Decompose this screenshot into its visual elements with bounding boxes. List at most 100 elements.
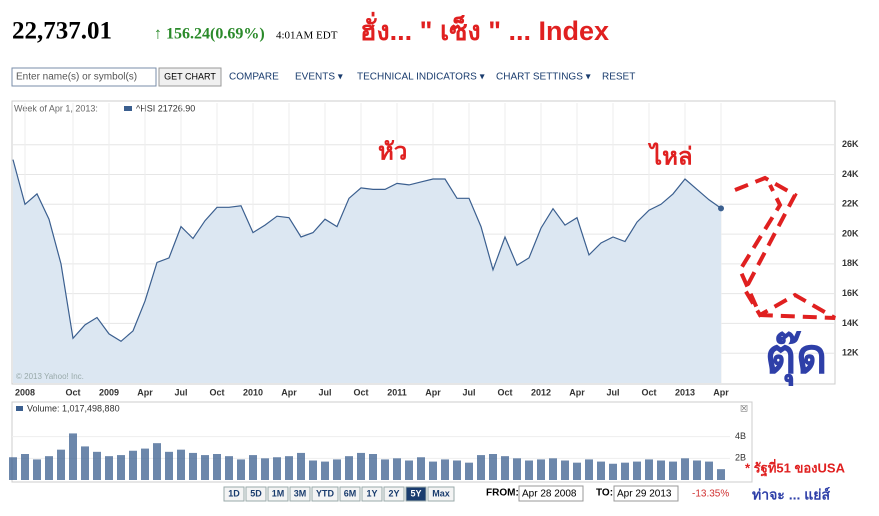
volume-bar [69,433,77,480]
volume-bar [501,456,509,480]
to-label: TO: [596,488,613,499]
from-label: FROM: [486,488,519,499]
range-button[interactable] [311,486,339,502]
x-tick-label: Apr [137,387,153,397]
annotation: หัว [378,138,407,165]
copyright: © 2013 Yahoo! Inc. [16,372,84,381]
x-tick-label: Oct [641,387,656,397]
menu-item[interactable]: COMPARE [229,72,279,83]
x-tick-label: Jul [606,387,619,397]
annotation: ไหล่ [647,141,693,170]
legend-week: Week of Apr 1, 2013: [14,103,98,113]
volume-bar [417,457,425,480]
range-button[interactable] [361,486,383,502]
range-label: 5Y [410,488,421,498]
volume-bar [345,456,353,480]
range-button[interactable] [245,486,267,502]
x-tick-label: 2013 [675,387,695,397]
volume-bar [141,448,149,480]
change: 156.24(0.69%) [166,26,265,43]
period-change: -13.35% [692,489,729,500]
volume-bar [621,462,629,480]
change-arrow: ↑ [154,26,162,43]
volume-title: Volume: 1,017,498,880 [27,403,120,413]
range-label: 3M [294,488,307,498]
close-icon[interactable]: ☒ [740,403,748,413]
range-label: 6M [344,488,357,498]
menu-item[interactable]: RESET [602,72,635,83]
volume-bar [525,460,533,480]
get-chart-button[interactable] [158,67,222,87]
price: 22,737.01 [12,18,112,45]
to-date: Apr 29 2013 [617,489,672,500]
note: * รัฐที่51 ของUSA [745,458,846,477]
range-label: 1Y [366,488,377,498]
volume-bar [45,456,53,480]
volume-bar [573,462,581,480]
y-tick-label: 20K [842,228,859,238]
range-button[interactable] [289,486,311,502]
volume-bar [285,456,293,480]
volume-bar [105,456,113,480]
x-tick-label: Oct [209,387,224,397]
volume-bar [441,459,449,480]
range-label: 1D [228,488,240,498]
from-input[interactable] [518,485,584,502]
volume-bar [693,460,701,480]
x-tick-label: Apr [281,387,297,397]
range-button[interactable] [427,486,455,502]
x-tick-label: 2008 [15,387,35,397]
range-label: YTD [316,488,335,498]
x-tick-label: 2009 [99,387,119,397]
volume-bar [561,460,569,480]
range-button[interactable] [223,486,245,502]
dashed-shape [734,175,836,320]
volume-bar [477,455,485,480]
volume-bar [237,459,245,480]
to-input[interactable] [613,485,679,502]
x-tick-label: Oct [65,387,80,397]
volume-bar [609,463,617,480]
range-label: Max [432,488,450,498]
volume-bar [453,460,461,480]
range-label: 2Y [388,488,399,498]
y-tick-label: 18K [842,258,859,268]
volume-bar [513,458,521,480]
volume-bar [21,454,29,480]
y-tick-label: 26K [842,139,859,149]
volume-bar [633,461,641,480]
volume-bar [117,455,125,480]
volume-bar [369,454,377,480]
volume-bar [225,456,233,480]
legend-swatch [124,106,132,111]
volume-bar [465,462,473,480]
volume-bar [309,460,317,480]
x-tick-label: Apr [713,387,729,397]
menu-item[interactable]: EVENTS ▾ [295,72,343,83]
range-button[interactable] [405,486,427,502]
menu-item[interactable]: CHART SETTINGS ▾ [496,72,591,83]
volume-bar [597,461,605,480]
range-button[interactable] [339,486,361,502]
volume-bar [705,461,713,480]
volume-bar [381,459,389,480]
range-button[interactable] [267,486,289,502]
search-box[interactable] [11,67,157,87]
range-label: 1M [272,488,285,498]
last-point [718,205,724,212]
y-tick-label: 14K [842,318,859,328]
x-tick-label: Apr [425,387,441,397]
volume-bar [261,458,269,480]
x-tick-label: 2012 [531,387,551,397]
volume-bar [165,451,173,480]
volume-bar [153,443,161,480]
x-tick-label: Jul [462,387,475,397]
volume-bar [429,461,437,480]
range-button[interactable] [383,486,405,502]
x-tick-label: Jul [318,387,331,397]
menu-item[interactable]: TECHNICAL INDICATORS ▾ [357,72,485,83]
y-tick-label: 2B [735,453,746,463]
range-label: 5D [250,488,262,498]
note: ท่าจะ ... แย่ส์ [752,487,830,503]
